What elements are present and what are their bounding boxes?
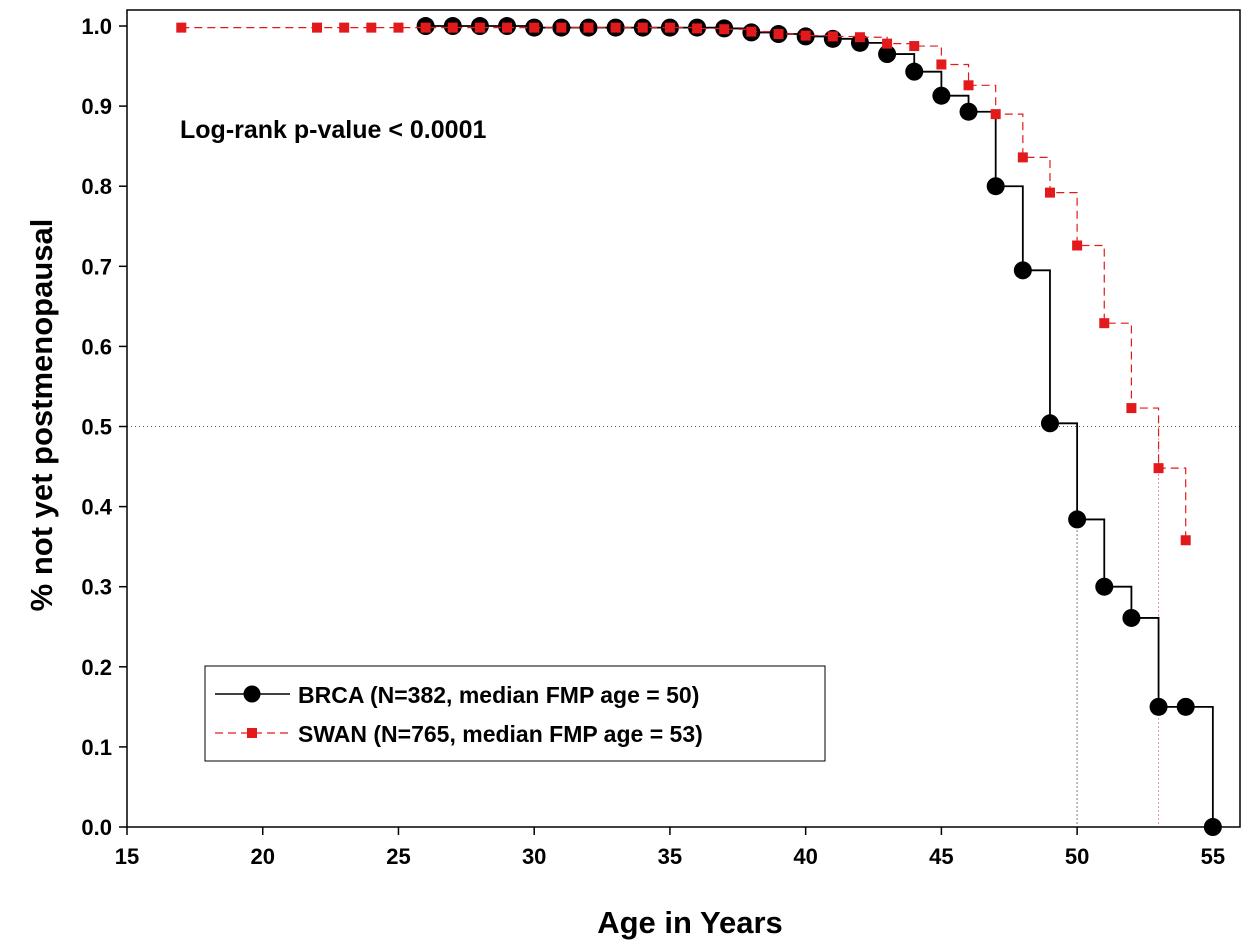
data-point-brca [905, 62, 924, 81]
plot-frame [126, 9, 1241, 828]
data-point-swan [556, 22, 567, 33]
data-point-swan [312, 22, 323, 33]
x-tick-label: 35 [658, 844, 682, 869]
legend-marker-swan [247, 728, 257, 738]
x-tick-label: 50 [1065, 844, 1089, 869]
data-point-swan [1072, 240, 1083, 251]
y-tick-label: 1.0 [81, 14, 112, 39]
data-point-swan [1126, 403, 1137, 414]
series-line-swan [181, 27, 1187, 541]
data-point-swan [746, 26, 757, 37]
y-axis-label: % not yet postmenopausal [24, 219, 59, 612]
y-tick-label: 0.1 [81, 735, 112, 760]
data-point-swan [447, 22, 458, 33]
y-tick-label: 0.0 [81, 815, 112, 840]
data-point-swan [610, 22, 621, 33]
data-point-brca [1068, 510, 1087, 529]
x-tick-label: 55 [1201, 844, 1225, 869]
y-tick-label: 0.5 [81, 415, 112, 440]
data-point-swan [420, 22, 431, 33]
y-tick-label: 0.7 [81, 254, 112, 279]
data-point-swan [990, 109, 1001, 120]
data-point-swan [366, 22, 377, 33]
data-point-swan [692, 23, 703, 34]
data-point-swan [474, 22, 485, 33]
legend-item-swan: SWAN (N=765, median FMP age = 53) [215, 721, 703, 747]
data-point-swan [529, 22, 540, 33]
y-tick-label: 0.2 [81, 655, 112, 680]
legend-box [204, 665, 826, 762]
data-point-brca [932, 86, 951, 105]
data-point-swan [1180, 535, 1191, 546]
x-tick-label: 30 [522, 844, 546, 869]
plot-area [127, 17, 1240, 836]
y-tick-label: 0.8 [81, 174, 112, 199]
y-tick-label: 0.4 [81, 495, 112, 520]
legend-label-brca: BRCA (N=382, median FMP age = 50) [298, 682, 699, 708]
data-point-swan [339, 22, 350, 33]
data-point-brca [986, 177, 1005, 196]
data-point-swan [1099, 318, 1110, 329]
legend-marker-brca [243, 685, 261, 703]
data-point-swan [664, 22, 675, 33]
data-point-swan [909, 41, 920, 52]
y-tick-label: 0.3 [81, 575, 112, 600]
legend-item-brca: BRCA (N=382, median FMP age = 50) [215, 682, 699, 708]
data-point-brca [1122, 608, 1141, 627]
data-point-swan [637, 22, 648, 33]
data-point-swan [882, 38, 893, 49]
data-point-swan [502, 22, 513, 33]
data-point-swan [1044, 187, 1055, 198]
data-point-swan [963, 80, 974, 91]
x-tick-label: 40 [793, 844, 817, 869]
data-point-swan [1017, 152, 1028, 163]
legend-label-swan: SWAN (N=765, median FMP age = 53) [298, 721, 703, 747]
log-rank-annotation: Log-rank p-value < 0.0001 [180, 116, 486, 144]
data-point-swan [827, 31, 838, 42]
data-point-swan [583, 22, 594, 33]
x-tick-label: 20 [250, 844, 274, 869]
data-point-swan [176, 22, 187, 33]
data-point-brca [959, 102, 978, 121]
data-point-swan [854, 32, 865, 43]
y-tick-label: 0.6 [81, 334, 112, 359]
data-point-brca [1149, 697, 1168, 716]
data-point-swan [773, 29, 784, 40]
data-point-swan [936, 59, 947, 70]
y-tick-label: 0.9 [81, 94, 112, 119]
data-point-brca [1040, 414, 1059, 433]
data-point-brca [1176, 697, 1195, 716]
x-tick-label: 15 [115, 844, 139, 869]
axes: 15 20 25 30 35 40 45 50 55 0.0 0.1 0.2 0.3 0.4 0.5 0.6 0… [81, 9, 1241, 869]
legend: BRCA (N=382, median FMP age = 50) SWAN (… [204, 665, 826, 762]
x-tick-label: 45 [929, 844, 953, 869]
data-point-swan [1153, 463, 1164, 474]
data-point-brca [878, 45, 897, 64]
data-point-brca [1013, 261, 1032, 280]
data-point-swan [800, 30, 811, 41]
data-point-swan [719, 24, 730, 35]
x-tick-label: 25 [386, 844, 410, 869]
data-point-brca [1095, 577, 1114, 596]
x-axis-label: Age in Years [597, 905, 783, 940]
data-point-swan [393, 22, 404, 33]
